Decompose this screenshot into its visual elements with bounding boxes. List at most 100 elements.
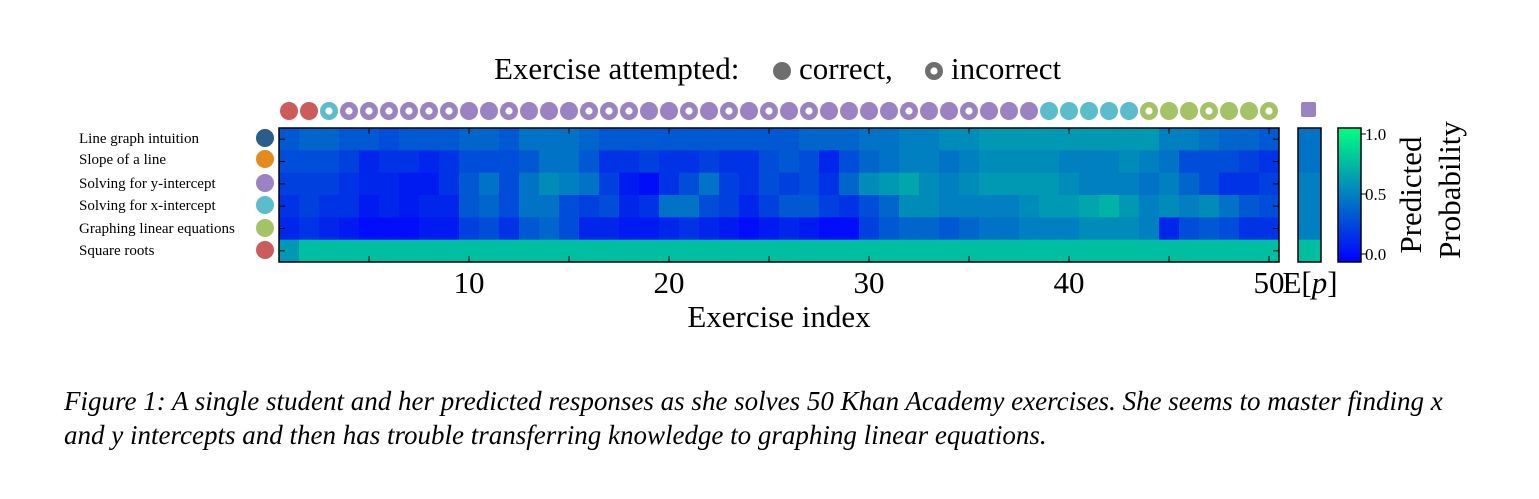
expected-column bbox=[1298, 128, 1321, 263]
heatmap-cell bbox=[339, 150, 360, 174]
heatmap-cell bbox=[559, 172, 580, 196]
heatmap-cell bbox=[319, 128, 340, 151]
heatmap-cell bbox=[299, 128, 320, 151]
attempt-incorrect-hole bbox=[965, 107, 973, 115]
x-tick-label: 40 bbox=[1054, 265, 1085, 300]
heatmap-cell bbox=[899, 150, 920, 174]
heatmap-cell bbox=[1199, 195, 1220, 218]
figure-caption: Figure 1: A single student and her predi… bbox=[64, 386, 1443, 450]
heatmap-cell bbox=[279, 217, 300, 241]
heatmap-cell bbox=[819, 128, 840, 151]
attempt-correct-marker bbox=[1080, 102, 1098, 120]
attempt-correct-marker bbox=[1040, 102, 1058, 120]
attempt-correct-marker bbox=[780, 102, 798, 120]
heatmap-cell bbox=[639, 239, 660, 263]
heatmap-cell bbox=[1019, 150, 1040, 174]
heatmap-cell bbox=[779, 195, 800, 218]
attempt-correct-marker bbox=[740, 102, 758, 120]
heatmap-cell bbox=[399, 239, 420, 263]
heatmap-cell bbox=[919, 150, 940, 174]
attempt-incorrect-hole bbox=[685, 107, 693, 115]
attempt-correct-marker bbox=[1120, 102, 1138, 120]
heatmap-cell bbox=[879, 150, 900, 174]
x-tick-label: 20 bbox=[654, 265, 685, 300]
heatmap-cell bbox=[1099, 150, 1120, 174]
heatmap-cell bbox=[1139, 172, 1160, 196]
heatmap-cell bbox=[939, 128, 960, 151]
heatmap-cell bbox=[339, 172, 360, 196]
heatmap-cell bbox=[1019, 239, 1040, 263]
heatmap-cell bbox=[439, 195, 460, 218]
heatmap-cell bbox=[279, 239, 300, 263]
row-label: Solving for y-intercept bbox=[79, 176, 216, 192]
heatmap-cell bbox=[559, 128, 580, 151]
heatmap-cell bbox=[739, 128, 760, 151]
heatmap-cell bbox=[1079, 195, 1100, 218]
heatmap-frame bbox=[278, 127, 1280, 263]
attempt-correct-marker bbox=[480, 102, 498, 120]
heatmap-cell bbox=[1159, 150, 1180, 174]
heatmap-cell bbox=[799, 217, 820, 241]
heatmap-cell bbox=[759, 172, 780, 196]
heatmap-cell bbox=[879, 195, 900, 218]
heatmap-cell bbox=[839, 150, 860, 174]
row-label: Graphing linear equations bbox=[79, 221, 235, 237]
row-label: Slope of a line bbox=[79, 152, 166, 168]
attempt-correct-marker bbox=[280, 102, 298, 120]
attempt-correct-marker bbox=[540, 102, 558, 120]
heatmap-cell bbox=[1099, 172, 1120, 196]
heatmap-cell bbox=[779, 150, 800, 174]
heatmap-cell bbox=[779, 128, 800, 151]
attempt-incorrect-hole bbox=[365, 107, 373, 115]
heatmap-cell bbox=[1059, 217, 1080, 241]
heatmap-cell bbox=[379, 128, 400, 151]
attempt-correct-marker bbox=[300, 102, 318, 120]
heatmap-cell bbox=[1079, 239, 1100, 263]
heatmap-cell bbox=[759, 195, 780, 218]
heatmap-cell bbox=[399, 128, 420, 151]
heatmap-cell bbox=[379, 172, 400, 196]
expected-column-frame bbox=[1297, 127, 1322, 263]
heatmap-cell bbox=[299, 195, 320, 218]
heatmap-cell bbox=[519, 128, 540, 151]
heatmap-cell bbox=[719, 128, 740, 151]
row-label: Square roots bbox=[79, 243, 155, 259]
attempt-correct-marker bbox=[660, 102, 678, 120]
expected-cell bbox=[1298, 217, 1321, 241]
heatmap-cell bbox=[279, 195, 300, 218]
heatmap-cell bbox=[1079, 172, 1100, 196]
heatmap-cell bbox=[379, 217, 400, 241]
heatmap-cell bbox=[419, 239, 440, 263]
heatmap-cell bbox=[739, 150, 760, 174]
heatmap-cell bbox=[819, 172, 840, 196]
attempt-correct-marker bbox=[700, 102, 718, 120]
concept-dot bbox=[256, 129, 274, 147]
heatmap-cell bbox=[1039, 150, 1060, 174]
attempt-incorrect-hole bbox=[425, 107, 433, 115]
heatmap-cell bbox=[279, 128, 300, 151]
heatmap-cell bbox=[759, 239, 780, 263]
heatmap-cell bbox=[1039, 217, 1060, 241]
attempt-correct-marker bbox=[640, 102, 658, 120]
heatmap-cell bbox=[599, 217, 620, 241]
attempt-correct-marker bbox=[820, 102, 838, 120]
heatmap-cell bbox=[559, 239, 580, 263]
heatmap-cell bbox=[959, 172, 980, 196]
heatmap-cell bbox=[859, 128, 880, 151]
attempt-correct-marker bbox=[1000, 102, 1018, 120]
heatmap-cell bbox=[979, 239, 1000, 263]
heatmap-cell bbox=[1119, 195, 1140, 218]
heatmap-cell bbox=[859, 239, 880, 263]
heatmap-cell bbox=[979, 195, 1000, 218]
attempt-incorrect-hole bbox=[405, 107, 413, 115]
legend-correct-marker bbox=[773, 62, 791, 80]
heatmap-cell bbox=[359, 239, 380, 263]
heatmap-cell bbox=[939, 217, 960, 241]
heatmap-cell bbox=[1239, 128, 1260, 151]
heatmap-cell bbox=[519, 172, 540, 196]
row-labels: Line graph intuition Slope of a line Solvi… bbox=[79, 129, 274, 259]
attempt-correct-marker bbox=[840, 102, 858, 120]
heatmap-cell bbox=[399, 150, 420, 174]
heatmap-cell bbox=[1159, 195, 1180, 218]
attempt-incorrect-hole bbox=[1145, 107, 1153, 115]
